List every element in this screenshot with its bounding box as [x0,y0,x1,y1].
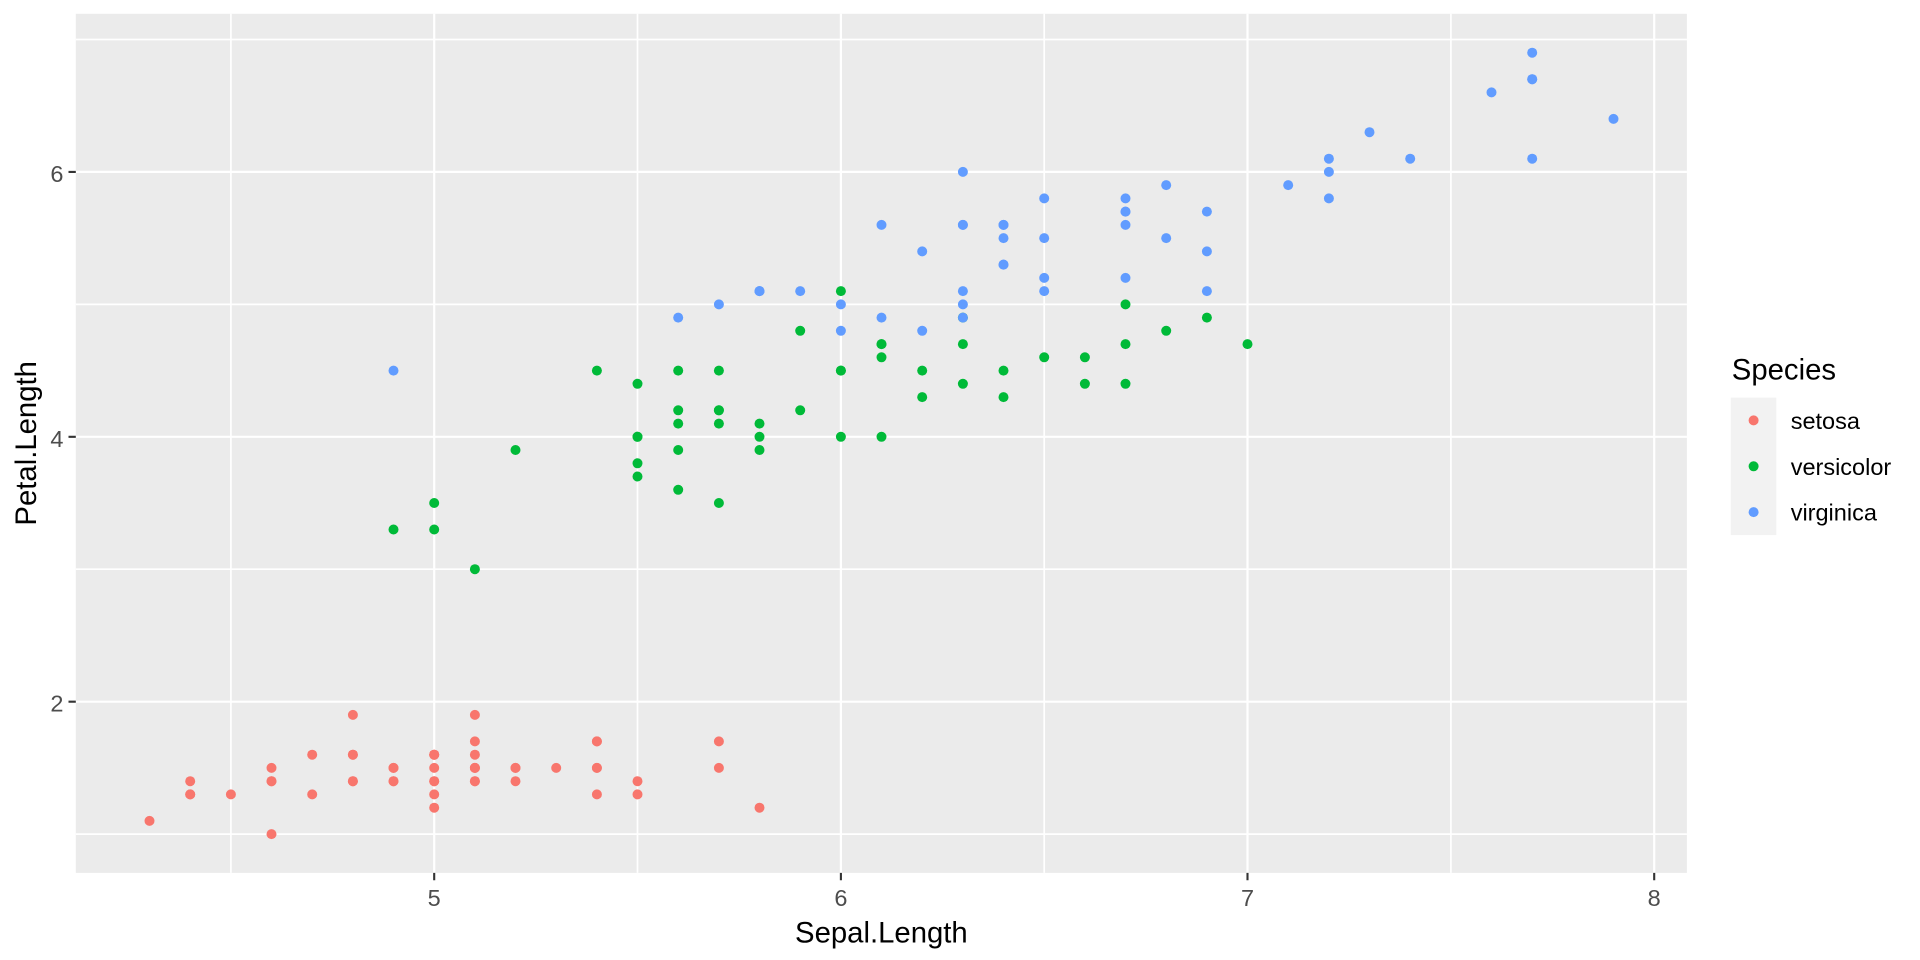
svg-text:Species: Species [1732,353,1836,386]
svg-text:6: 6 [834,885,847,911]
svg-text:virginica: virginica [1791,500,1878,526]
svg-text:6: 6 [50,161,63,187]
svg-text:setosa: setosa [1791,408,1861,434]
svg-text:2: 2 [50,691,63,717]
svg-text:7: 7 [1241,885,1254,911]
svg-text:5: 5 [428,885,441,911]
svg-text:versicolor: versicolor [1791,454,1892,480]
svg-text:8: 8 [1648,885,1661,911]
svg-text:Sepal.Length: Sepal.Length [795,916,968,949]
svg-text:4: 4 [50,426,63,452]
svg-text:Petal.Length: Petal.Length [10,361,43,526]
